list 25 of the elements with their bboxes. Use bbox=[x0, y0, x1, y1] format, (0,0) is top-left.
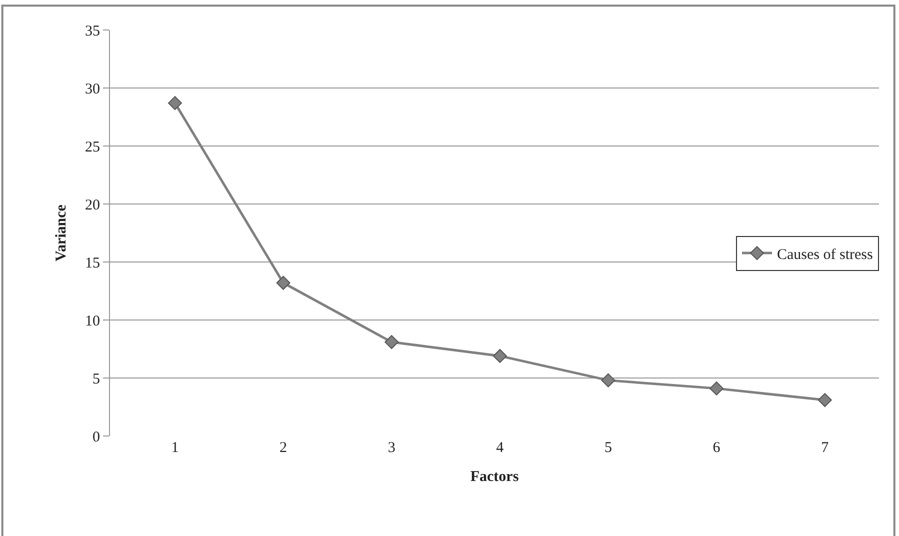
y-tick-label: 5 bbox=[92, 371, 100, 388]
x-axis-title: Factors bbox=[470, 469, 519, 485]
y-tick-label: 0 bbox=[92, 429, 100, 446]
y-axis-title: Variance bbox=[53, 204, 70, 262]
y-tick-label: 25 bbox=[85, 139, 100, 156]
y-tick-label: 30 bbox=[85, 81, 100, 98]
y-tick-label: 15 bbox=[85, 255, 100, 272]
y-tick-label: 35 bbox=[85, 23, 100, 40]
legend-label: Causes of stress bbox=[777, 246, 873, 263]
x-tick-label: 4 bbox=[496, 440, 504, 456]
x-tick-label: 6 bbox=[712, 440, 721, 456]
point bbox=[492, 348, 507, 363]
point bbox=[710, 381, 724, 396]
point bbox=[601, 373, 616, 388]
point bbox=[384, 335, 399, 350]
x-tick-label: 1 bbox=[171, 440, 179, 456]
x-tick-label: 5 bbox=[604, 440, 612, 456]
y-tick-label: 10 bbox=[85, 313, 100, 330]
x-tick-label: 2 bbox=[280, 440, 288, 456]
x-tick-label: 3 bbox=[388, 440, 396, 456]
x-tick-label: 7 bbox=[821, 440, 830, 456]
point bbox=[818, 393, 832, 408]
point bbox=[276, 276, 290, 290]
point bbox=[168, 96, 182, 110]
y-tick-label: 20 bbox=[85, 197, 100, 214]
